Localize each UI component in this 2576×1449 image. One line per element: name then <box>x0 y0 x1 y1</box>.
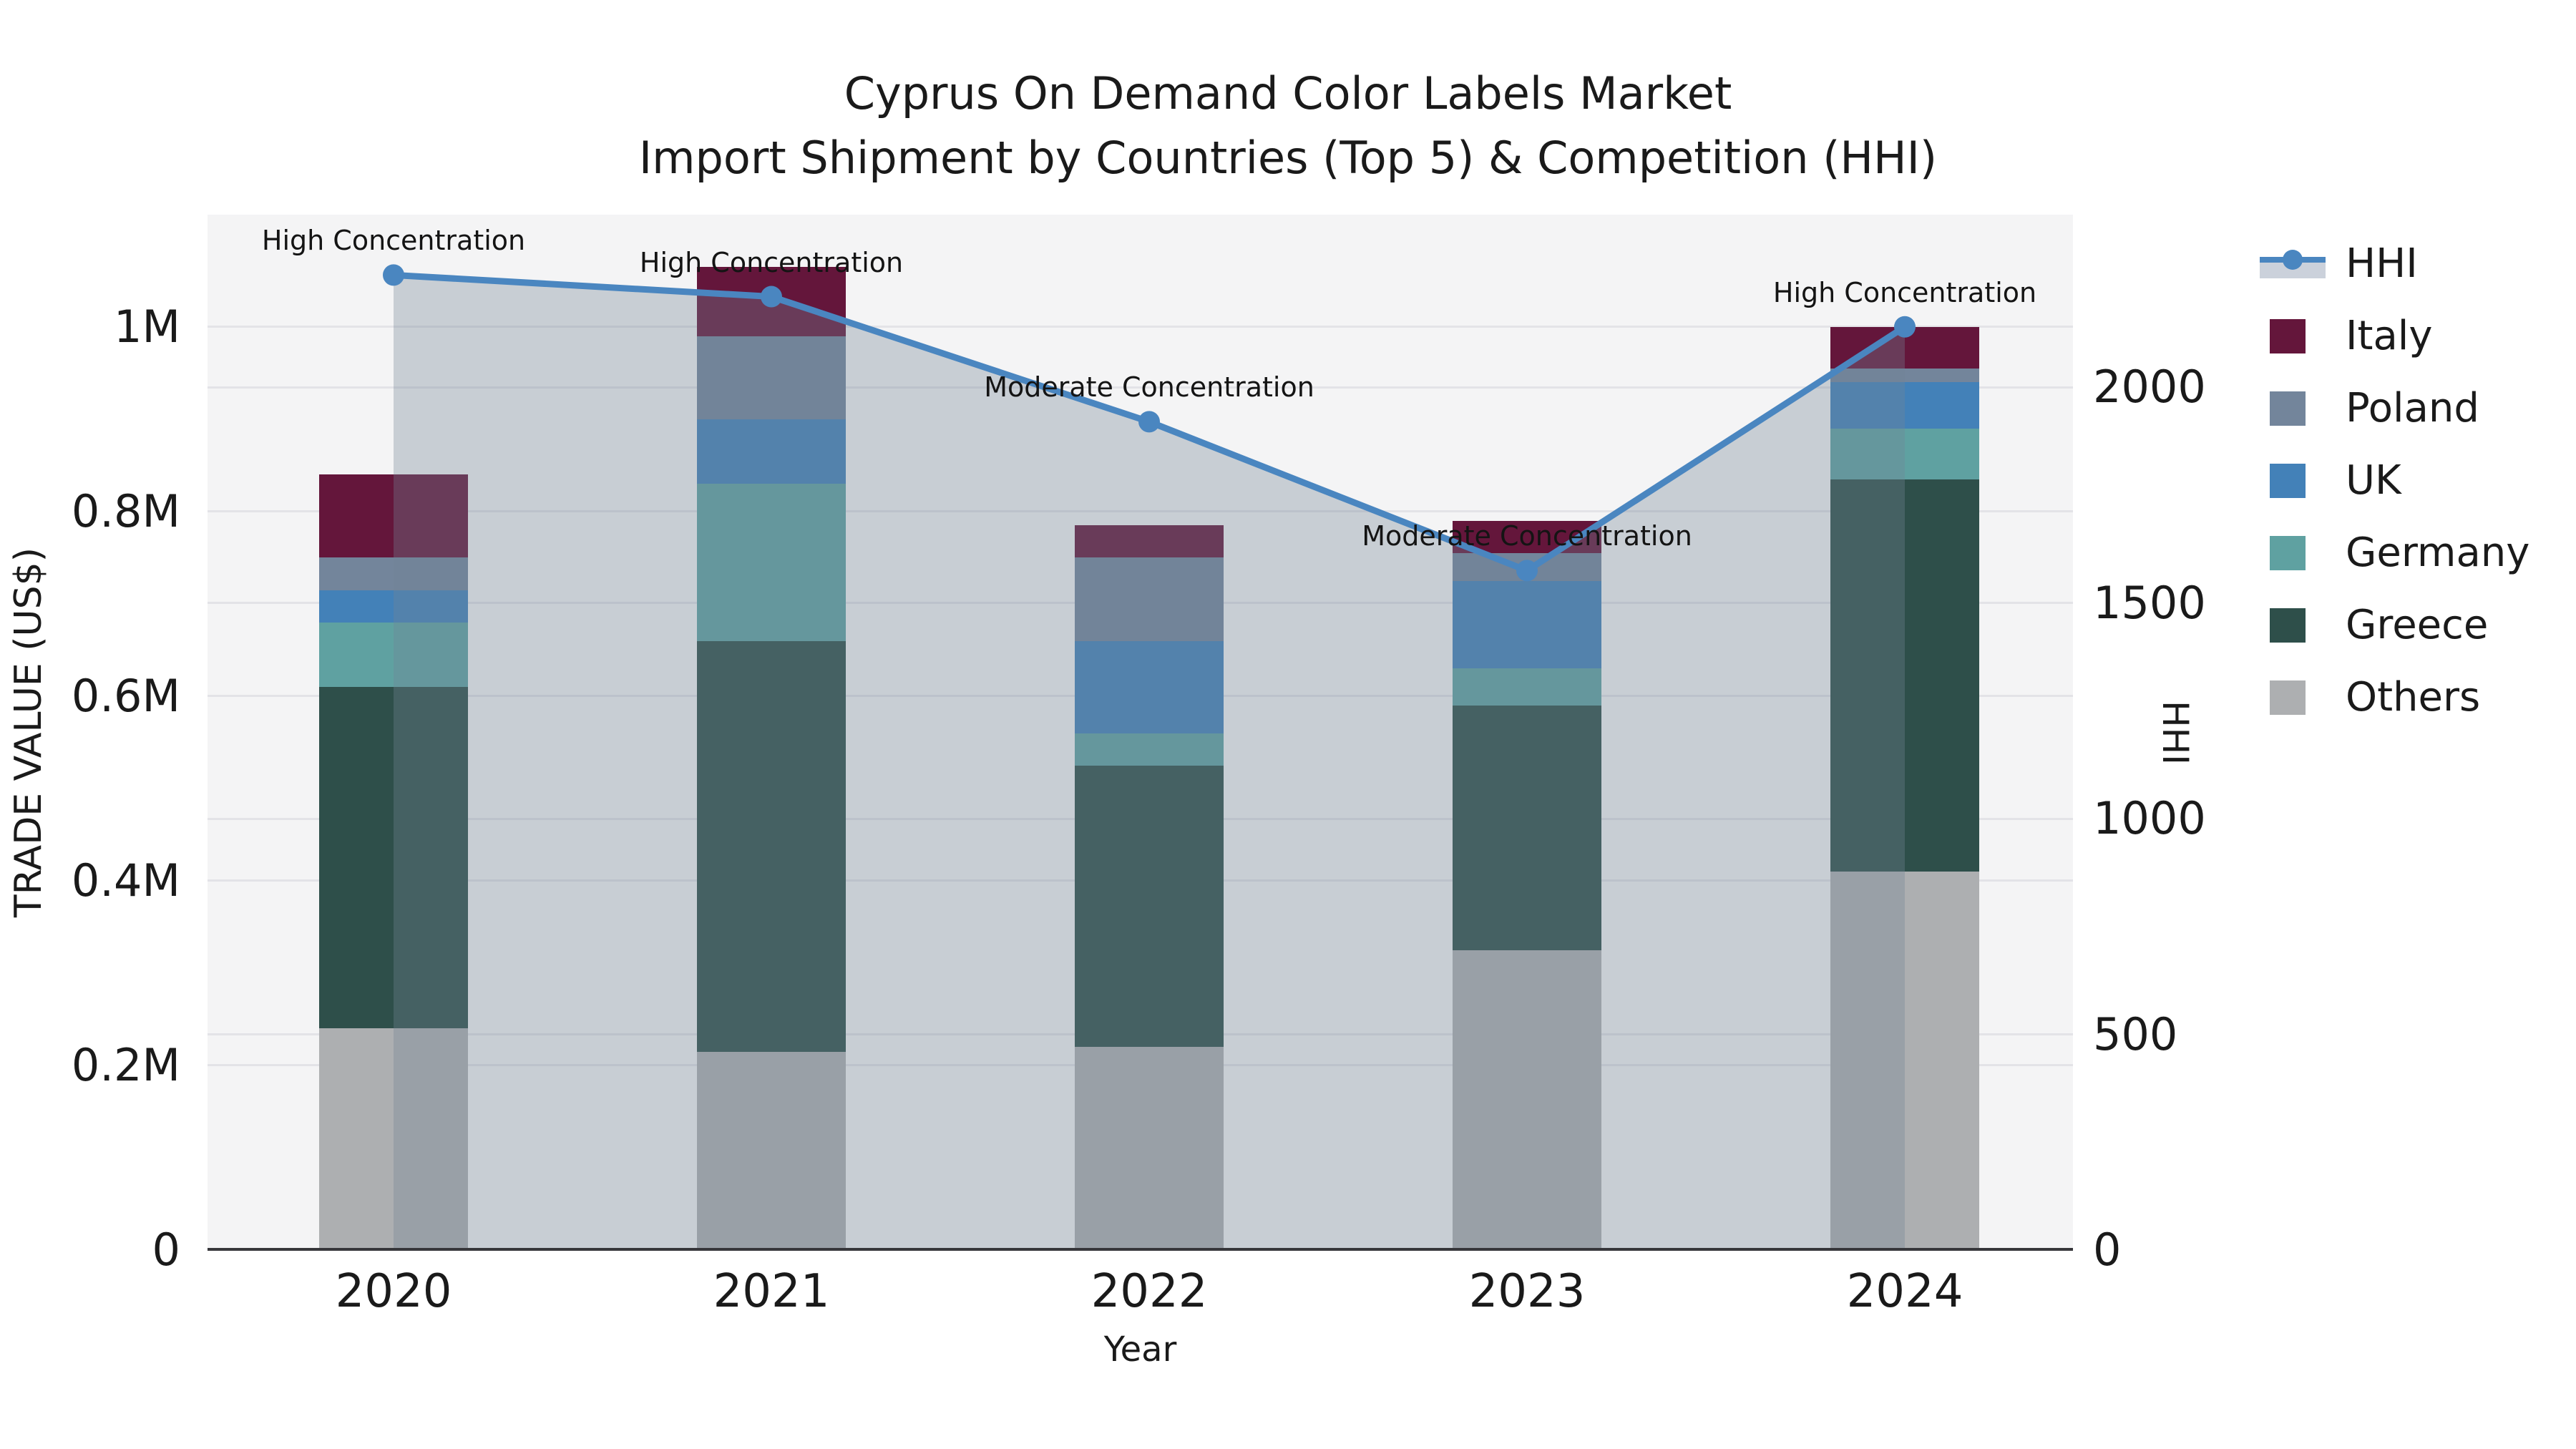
bar-segment-2024-greece <box>1830 479 1979 872</box>
bar-segment-2022-germany <box>1075 733 1224 766</box>
legend-color-swatch <box>2270 535 2306 570</box>
legend-label-germany: Germany <box>2346 530 2530 576</box>
bar-segment-2024-germany <box>1830 428 1979 479</box>
annotation-2024: High Concentration <box>1772 276 2037 308</box>
bar-segment-2022-poland <box>1075 557 1224 641</box>
legend-swatch-germany <box>2260 535 2326 572</box>
left-tick-0.2M: 0.2M <box>71 1038 180 1091</box>
bar-segment-2023-others <box>1453 950 1601 1250</box>
right-tick-1500: 1500 <box>2093 576 2206 629</box>
bar-segment-2024-others <box>1830 872 1979 1250</box>
bar-segment-2021-uk <box>697 419 846 484</box>
hhi-marker-2023 <box>1516 560 1538 582</box>
right-tick-0: 0 <box>2093 1224 2122 1276</box>
bar-segment-2023-germany <box>1453 668 1601 706</box>
left-tick-0.4M: 0.4M <box>71 854 180 907</box>
legend-color-swatch <box>2270 318 2306 353</box>
left-tick-0.6M: 0.6M <box>71 669 180 722</box>
legend-color-swatch <box>2270 391 2306 426</box>
bar-segment-2021-poland <box>697 336 846 419</box>
legend-color-swatch <box>2270 608 2306 643</box>
left-tick-0: 0 <box>152 1224 180 1276</box>
left-axis-label: TRADE VALUE (US$) <box>7 547 50 918</box>
bar-segment-2021-others <box>697 1051 846 1250</box>
bar-segment-2021-greece <box>697 640 846 1052</box>
x-tick-2021: 2021 <box>713 1265 830 1318</box>
x-tick-2022: 2022 <box>1091 1265 1208 1318</box>
legend-swatch-italy <box>2260 318 2326 355</box>
left-axis-label-box: TRADE VALUE (US$) <box>0 215 57 1250</box>
hhi-marker-2022 <box>1138 411 1160 433</box>
legend-item-others: Others <box>2260 661 2529 733</box>
legend-item-hhi: HHI <box>2260 228 2529 300</box>
bar-segment-2023-uk <box>1453 580 1601 669</box>
legend-item-greece: Greece <box>2260 589 2529 661</box>
bar-segment-2020-greece <box>319 687 468 1029</box>
legend: HHI Italy Poland UK Germany Greece Others <box>2260 228 2529 733</box>
legend-label-uk: UK <box>2346 457 2401 504</box>
legend-item-italy: Italy <box>2260 300 2529 372</box>
right-axis-label-box: HHI <box>2147 215 2204 1250</box>
hhi-marker-2020 <box>383 264 404 286</box>
bar-segment-2022-others <box>1075 1047 1224 1250</box>
bar-segment-2020-germany <box>319 622 468 688</box>
legend-color-swatch <box>2270 680 2306 715</box>
hhi-marker-2021 <box>761 286 782 308</box>
chart-title-line1: Cyprus On Demand Color Labels Market <box>844 67 1732 119</box>
hhi-area <box>394 275 1905 1250</box>
legend-color-swatch <box>2270 463 2306 498</box>
annotation-2022: Moderate Concentration <box>984 371 1314 404</box>
x-tick-2024: 2024 <box>1846 1265 1963 1318</box>
annotation-2023: Moderate Concentration <box>1362 520 1692 552</box>
bar-segment-2024-poland <box>1830 369 1979 383</box>
legend-label-others: Others <box>2346 674 2481 721</box>
legend-hhi-line-sample-icon <box>2260 245 2326 283</box>
right-tick-2000: 2000 <box>2093 361 2206 414</box>
bar-segment-2022-uk <box>1075 640 1224 733</box>
bar-segment-2020-italy <box>319 474 468 558</box>
left-tick-1M: 1M <box>114 300 180 353</box>
hhi-overlay <box>383 264 1916 1250</box>
legend-label-italy: Italy <box>2346 313 2433 359</box>
chart-title-line2: Import Shipment by Countries (Top 5) & C… <box>638 132 1938 184</box>
legend-swatch-others <box>2260 679 2326 716</box>
legend-swatch-greece <box>2260 607 2326 644</box>
hhi-marker-2024 <box>1894 316 1916 338</box>
right-tick-500: 500 <box>2093 1008 2178 1060</box>
bar-segment-2021-germany <box>697 484 846 641</box>
bar-segment-2022-greece <box>1075 765 1224 1048</box>
legend-label-greece: Greece <box>2346 602 2489 648</box>
legend-hhi-marker-icon <box>2283 249 2303 270</box>
right-axis-label: HHI <box>2155 700 2196 765</box>
gridline <box>208 510 2073 513</box>
annotation-2020: High Concentration <box>261 225 526 257</box>
bar-segment-2020-uk <box>319 590 468 623</box>
legend-label-hhi: HHI <box>2346 240 2418 287</box>
legend-label-poland: Poland <box>2346 385 2479 431</box>
legend-swatch-poland <box>2260 390 2326 427</box>
x-tick-2020: 2020 <box>335 1265 452 1318</box>
legend-item-uk: UK <box>2260 444 2529 517</box>
bar-segment-2022-italy <box>1075 525 1224 558</box>
legend-item-poland: Poland <box>2260 372 2529 444</box>
annotation-2021: High Concentration <box>639 246 904 278</box>
gridline <box>208 386 2073 389</box>
x-axis-spine <box>208 1248 2073 1251</box>
bar-segment-2020-poland <box>319 557 468 590</box>
bar-segment-2023-greece <box>1453 705 1601 950</box>
legend-item-germany: Germany <box>2260 517 2529 589</box>
x-axis-label: Year <box>1103 1330 1177 1370</box>
right-tick-1000: 1000 <box>2093 792 2206 845</box>
x-tick-2023: 2023 <box>1468 1265 1586 1318</box>
plot-area: High Concentration High Concentration Mode… <box>208 215 2073 1250</box>
left-tick-0.8M: 0.8M <box>71 484 180 537</box>
bar-segment-2020-others <box>319 1028 468 1250</box>
gridline <box>208 326 2073 328</box>
legend-swatch-uk <box>2260 462 2326 499</box>
chart-title: Cyprus On Demand Color Labels Market Imp… <box>0 62 2576 190</box>
bar-segment-2024-uk <box>1830 382 1979 429</box>
